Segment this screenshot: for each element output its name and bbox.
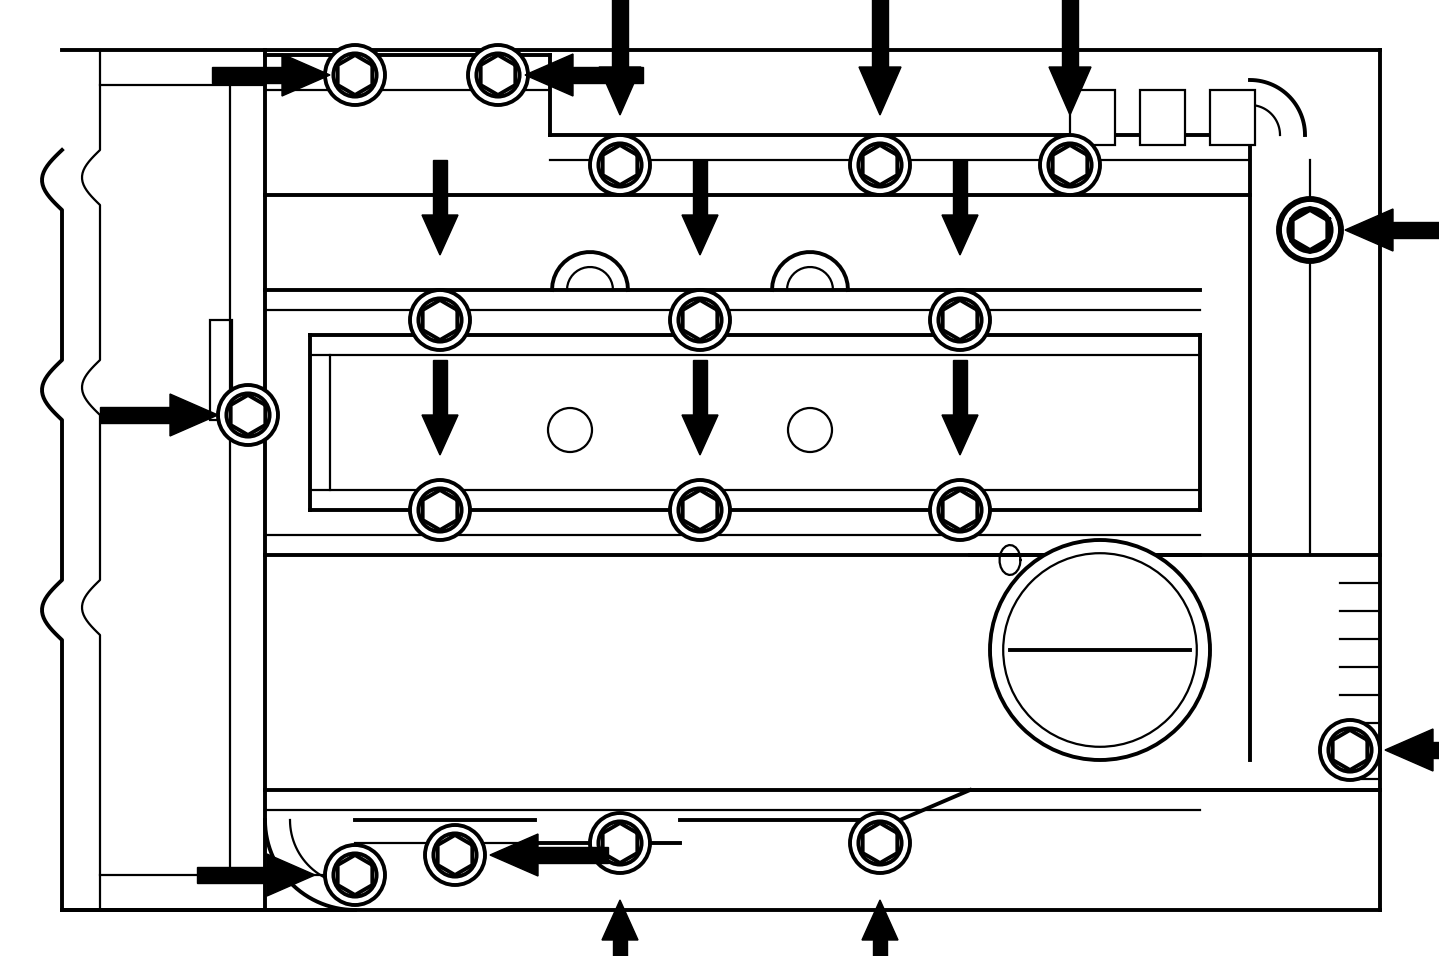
Circle shape: [990, 540, 1210, 760]
Polygon shape: [602, 900, 637, 940]
Polygon shape: [862, 145, 898, 185]
Bar: [210, 320, 232, 420]
Polygon shape: [538, 847, 609, 863]
Circle shape: [850, 813, 909, 873]
Bar: [1071, 90, 1115, 145]
Polygon shape: [682, 415, 718, 455]
Polygon shape: [1049, 67, 1091, 115]
Circle shape: [1040, 135, 1099, 195]
Polygon shape: [1292, 210, 1327, 250]
Polygon shape: [603, 145, 637, 185]
Polygon shape: [491, 834, 538, 876]
Circle shape: [671, 290, 730, 350]
Polygon shape: [943, 490, 977, 530]
Polygon shape: [953, 360, 967, 415]
Polygon shape: [862, 823, 898, 863]
Polygon shape: [943, 415, 979, 455]
Circle shape: [325, 845, 386, 905]
Polygon shape: [682, 215, 718, 255]
Polygon shape: [862, 900, 898, 940]
Polygon shape: [433, 360, 448, 415]
Polygon shape: [1345, 209, 1393, 251]
Circle shape: [425, 825, 485, 885]
Circle shape: [1320, 720, 1380, 780]
Polygon shape: [423, 490, 458, 530]
Polygon shape: [603, 823, 637, 863]
Polygon shape: [170, 394, 217, 436]
Polygon shape: [481, 55, 515, 95]
Circle shape: [548, 408, 591, 452]
Circle shape: [1278, 198, 1343, 262]
Circle shape: [590, 813, 650, 873]
Polygon shape: [873, 940, 886, 956]
Polygon shape: [422, 215, 458, 255]
Polygon shape: [1053, 145, 1088, 185]
Circle shape: [217, 385, 278, 445]
Circle shape: [1281, 200, 1340, 260]
Polygon shape: [599, 67, 640, 115]
Polygon shape: [1433, 742, 1439, 758]
Polygon shape: [1333, 730, 1367, 770]
Polygon shape: [682, 300, 717, 340]
Polygon shape: [338, 855, 373, 895]
Circle shape: [930, 290, 990, 350]
Polygon shape: [422, 415, 458, 455]
Polygon shape: [943, 300, 977, 340]
Polygon shape: [282, 54, 330, 96]
Polygon shape: [197, 867, 268, 883]
Polygon shape: [1393, 222, 1439, 238]
Polygon shape: [433, 160, 448, 215]
Circle shape: [850, 135, 909, 195]
Polygon shape: [437, 835, 472, 875]
Polygon shape: [953, 160, 967, 215]
Circle shape: [410, 290, 471, 350]
Polygon shape: [1291, 208, 1330, 252]
Polygon shape: [338, 55, 373, 95]
Polygon shape: [613, 940, 627, 956]
Polygon shape: [268, 854, 315, 896]
Circle shape: [468, 45, 528, 105]
Circle shape: [930, 480, 990, 540]
Polygon shape: [573, 67, 643, 83]
Polygon shape: [525, 54, 573, 96]
Circle shape: [590, 135, 650, 195]
Bar: [1210, 90, 1255, 145]
Circle shape: [410, 480, 471, 540]
Circle shape: [325, 45, 386, 105]
Circle shape: [671, 480, 730, 540]
Polygon shape: [694, 160, 707, 215]
Polygon shape: [212, 67, 282, 83]
Polygon shape: [1384, 729, 1433, 771]
Polygon shape: [859, 67, 901, 115]
Polygon shape: [230, 395, 265, 435]
Polygon shape: [99, 407, 170, 423]
Polygon shape: [682, 490, 717, 530]
Polygon shape: [872, 0, 888, 67]
Polygon shape: [943, 215, 979, 255]
Polygon shape: [694, 360, 707, 415]
Circle shape: [789, 408, 832, 452]
Polygon shape: [1062, 0, 1078, 67]
Polygon shape: [612, 0, 627, 67]
Bar: [1140, 90, 1184, 145]
Polygon shape: [423, 300, 458, 340]
